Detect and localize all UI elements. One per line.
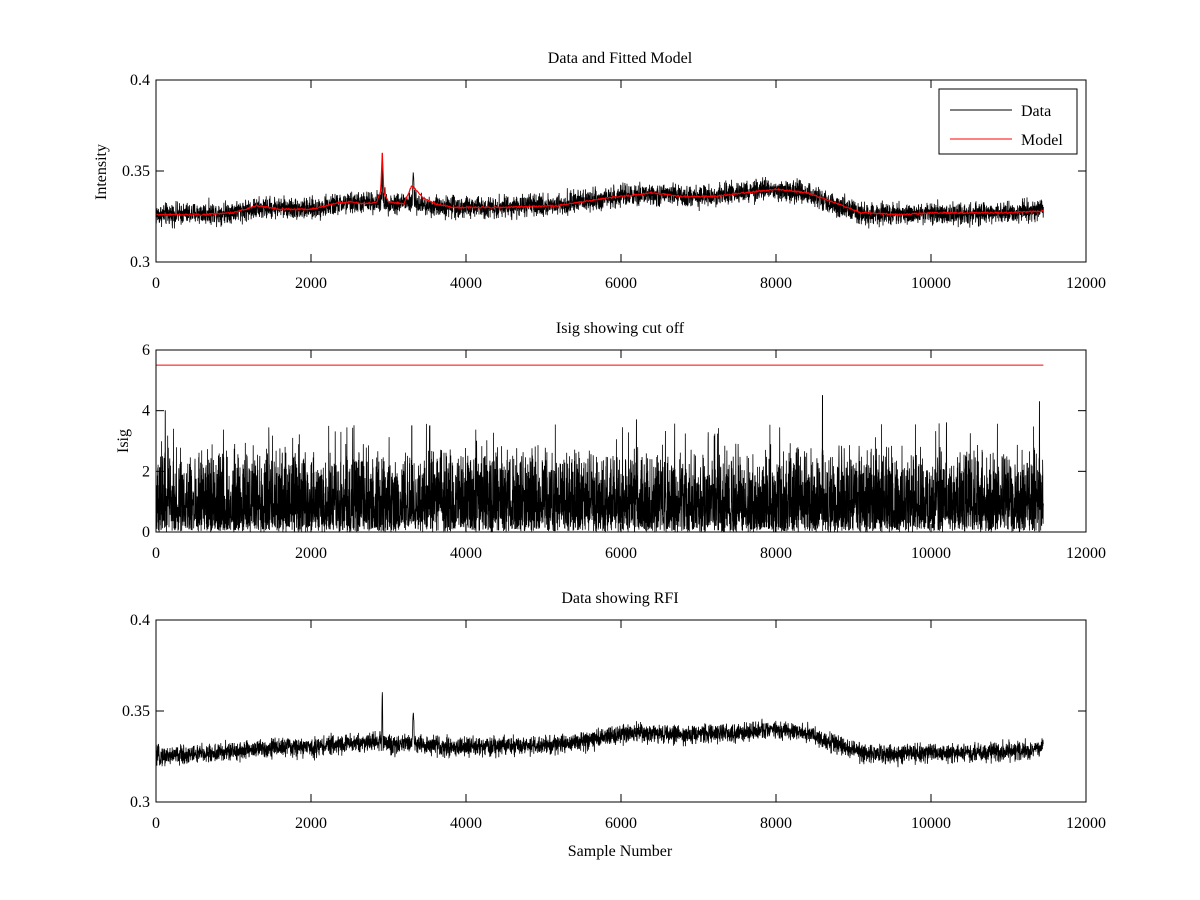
x-tick-label: 6000	[605, 275, 637, 292]
x-tick-label: 12000	[1066, 545, 1106, 562]
panel-2-ylabel: Isig	[115, 429, 132, 453]
y-tick-label: 4	[142, 403, 150, 420]
panel-1-legend: Data Model	[938, 88, 1078, 155]
panel-2-plot	[155, 364, 1044, 533]
x-tick-label: 2000	[295, 275, 327, 292]
y-tick-label: 0.4	[130, 72, 150, 89]
panel-2: Isig showing cut off Isig 0 2000 4000 6000 8…	[115, 320, 1106, 562]
panel-1-ticks: 0 2000 4000 6000 8000 10000 12000 0.3 0.35 0.4	[122, 72, 1106, 292]
x-tick-label: 10000	[911, 545, 951, 562]
y-tick-label: 0	[142, 524, 150, 541]
panel-3-xlabel: Sample Number	[568, 843, 673, 860]
panel-3-ticks: 0 2000 4000 6000 8000 10000 12000 0.3 0.35 0.4	[122, 612, 1106, 832]
y-tick-label: 0.3	[130, 254, 150, 271]
panel-1-title: Data and Fitted Model	[548, 50, 693, 67]
panel-1-plot	[155, 152, 1044, 229]
x-tick-label: 2000	[295, 815, 327, 832]
legend-data-label: Data	[1021, 103, 1051, 120]
x-tick-label: 12000	[1066, 815, 1106, 832]
y-tick-label: 0.35	[122, 163, 150, 180]
panel-3: Data showing RFI Sample Number 0 2000 4000…	[122, 590, 1106, 860]
y-tick-label: 6	[142, 342, 150, 359]
x-tick-label: 12000	[1066, 275, 1106, 292]
y-tick-label: 0.3	[130, 794, 150, 811]
x-tick-label: 4000	[450, 545, 482, 562]
x-tick-label: 2000	[295, 545, 327, 562]
y-tick-label: 2	[142, 463, 150, 480]
panel-1-ylabel: Intensity	[93, 144, 110, 200]
panel-2-ticks: 0 2000 4000 6000 8000 10000 12000 0 2 4 6	[142, 342, 1106, 562]
x-tick-label: 0	[152, 815, 160, 832]
panel-1: Data and Fitted Model Intensity 0 2000 400…	[93, 50, 1106, 292]
panel-3-plot	[155, 692, 1044, 768]
x-tick-label: 0	[152, 275, 160, 292]
legend-box	[938, 88, 1078, 155]
legend-model-label: Model	[1021, 132, 1063, 149]
x-tick-label: 0	[152, 545, 160, 562]
panel-2-title: Isig showing cut off	[556, 320, 685, 337]
x-tick-label: 8000	[760, 275, 792, 292]
x-tick-label: 6000	[605, 545, 637, 562]
series-line	[155, 152, 1044, 217]
y-tick-label: 0.4	[130, 612, 150, 629]
panel-3-title: Data showing RFI	[561, 590, 678, 607]
x-tick-label: 10000	[911, 815, 951, 832]
series-line	[155, 692, 1044, 768]
x-tick-label: 8000	[760, 545, 792, 562]
x-tick-label: 6000	[605, 815, 637, 832]
x-tick-label: 4000	[450, 275, 482, 292]
series-line	[155, 395, 1044, 533]
x-tick-label: 8000	[760, 815, 792, 832]
y-tick-label: 0.35	[122, 703, 150, 720]
x-tick-label: 4000	[450, 815, 482, 832]
x-tick-label: 10000	[911, 275, 951, 292]
